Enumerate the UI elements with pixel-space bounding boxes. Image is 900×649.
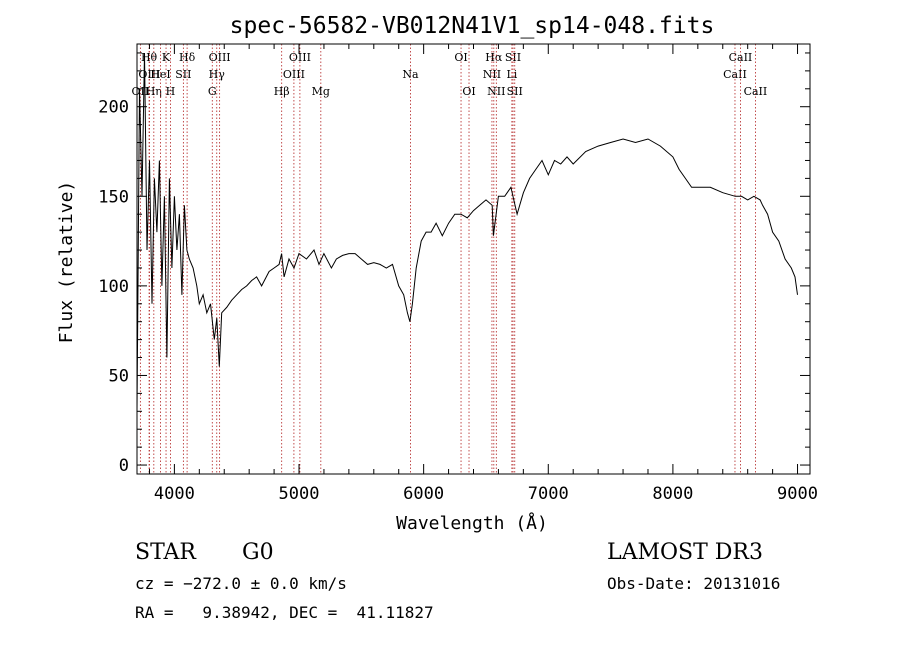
y-tick-label: 50: [109, 366, 129, 386]
marker-label: Na: [402, 68, 419, 81]
x-tick-label: 5000: [279, 484, 320, 504]
marker-label: SII: [507, 85, 523, 98]
marker-label: H: [166, 85, 176, 98]
marker-label: SII: [175, 68, 191, 81]
obs-date: Obs-Date: 20131016: [607, 574, 781, 593]
x-tick-label: 9000: [777, 484, 818, 504]
x-tick-label: 7000: [528, 484, 569, 504]
marker-label: CaII: [744, 85, 768, 98]
marker-label: Li: [506, 68, 517, 81]
marker-label: G: [208, 85, 217, 98]
marker-label: OI: [462, 85, 475, 98]
marker-label: Hδ: [179, 51, 196, 64]
y-tick-label: 150: [98, 187, 129, 207]
y-tick-label: 200: [98, 98, 129, 118]
x-tick-label: 8000: [652, 484, 693, 504]
marker-label: OIII: [289, 51, 311, 64]
object-class: STAR: [135, 540, 196, 565]
marker-label: K: [162, 51, 171, 64]
y-tick-label: 0: [119, 456, 129, 476]
x-tick-label: 6000: [403, 484, 444, 504]
object-subclass: G0: [242, 540, 274, 565]
marker-label: CaII: [723, 68, 747, 81]
y-tick-label: 100: [98, 277, 129, 297]
redshift-readout: cz = −272.0 ± 0.0 km/s: [135, 574, 347, 593]
marker-label: OIII: [209, 51, 231, 64]
marker-label: NII: [483, 68, 501, 81]
marker-label: Hγ: [209, 68, 226, 81]
x-tick-label: 4000: [154, 484, 195, 504]
spectrum-series: [136, 52, 798, 412]
marker-label: CaII: [729, 51, 753, 64]
coordinates-readout: RA = 9.38942, DEC = 41.11827: [135, 603, 434, 622]
marker-label: NII: [487, 85, 505, 98]
marker-label: Hη: [146, 85, 162, 98]
marker-label: OIII: [283, 68, 305, 81]
marker-label: Mg: [312, 85, 330, 98]
marker-label: OI: [454, 51, 467, 64]
marker-label: Hθ: [141, 51, 158, 64]
line-markers: OIIHθOIIIHηHeIKHSIIHδGHγOIIIHβOIIIOIIIMg…: [132, 44, 768, 474]
marker-label: Hβ: [274, 85, 290, 98]
spectrum-line: [136, 52, 798, 412]
marker-label: Hα: [485, 51, 503, 64]
survey-name: LAMOST DR3: [607, 540, 763, 565]
marker-label: HeI: [150, 68, 170, 81]
y-axis-label: Flux (relative): [56, 181, 77, 344]
chart-title: spec-56582-VB012N41V1_sp14-048.fits: [230, 13, 715, 39]
axis-ticks: 4000 5000 6000 7000 8000 9000 0 50 100 150 200: [98, 44, 818, 504]
x-axis-label: Wavelength (Å): [396, 512, 548, 534]
marker-label: SII: [505, 51, 521, 64]
plot-frame: [136, 43, 811, 475]
